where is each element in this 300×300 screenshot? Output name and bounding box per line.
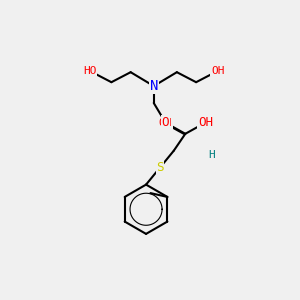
Text: N: N bbox=[150, 79, 158, 93]
Text: O: O bbox=[162, 116, 169, 129]
Text: OH: OH bbox=[159, 118, 172, 128]
Text: S: S bbox=[156, 161, 164, 174]
Text: OH: OH bbox=[198, 116, 213, 129]
Text: H: H bbox=[208, 150, 215, 160]
Text: OH: OH bbox=[211, 66, 224, 76]
Text: HO: HO bbox=[83, 66, 97, 76]
